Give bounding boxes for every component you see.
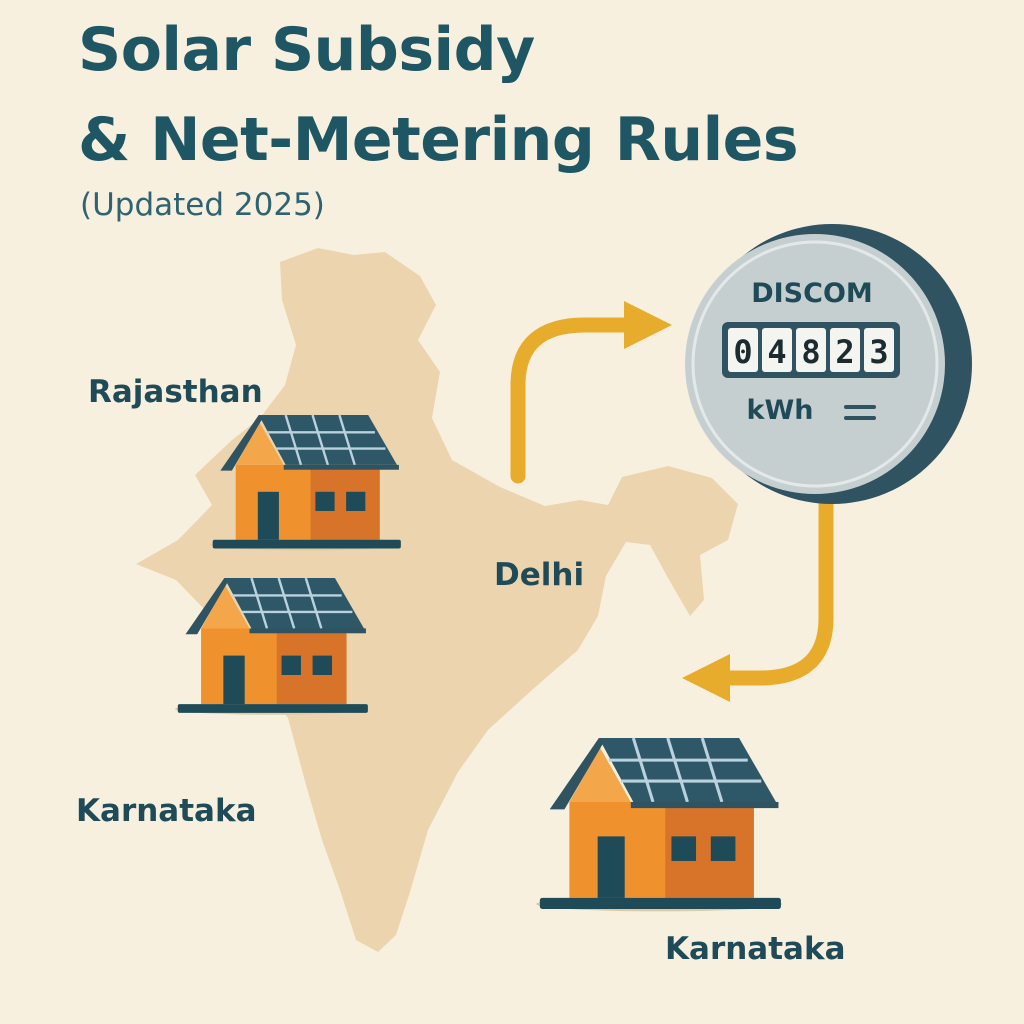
solar-house-icon — [534, 736, 784, 913]
curved-arrow-icon — [510, 300, 673, 484]
region-label-karnataka-house: Karnataka — [665, 931, 846, 967]
region-label-delhi: Delhi — [494, 557, 585, 593]
meter-digit-box — [728, 328, 758, 372]
region-label-karnataka: Karnataka — [76, 793, 257, 829]
curved-arrow-icon — [681, 497, 834, 703]
page-title-line-2: & Net-Metering Rules — [78, 105, 799, 175]
meter-digit: 3 — [869, 333, 888, 371]
meter-digit-box — [830, 328, 860, 372]
page-subtitle: (Updated 2025) — [80, 187, 325, 223]
meter-digit: 8 — [801, 333, 820, 371]
meter-digit-box — [796, 328, 826, 372]
page-title: Solar Subsidy — [78, 15, 535, 85]
meter-digit-box — [762, 328, 792, 372]
region-label-rajasthan: Rajasthan — [88, 374, 263, 410]
meter-digit: 2 — [835, 333, 854, 371]
meter-unit: kWh — [747, 395, 814, 426]
meter-digit: 4 — [767, 333, 786, 371]
meter-digit: 0 — [733, 333, 752, 371]
meter-digit-box — [864, 328, 894, 372]
meter-label: DISCOM — [751, 278, 873, 309]
